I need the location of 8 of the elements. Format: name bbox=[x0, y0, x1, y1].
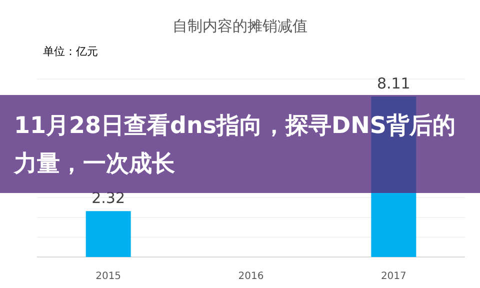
data-label: 2.32 bbox=[92, 189, 126, 208]
x-tick-label: 2016 bbox=[238, 271, 264, 282]
chart-title: 自制内容的摊销减值 bbox=[172, 17, 308, 35]
annotation: 11月28日查看dns指向，探寻DNS背后的力量，一次成长 bbox=[14, 113, 456, 177]
text: 单位：亿元 bbox=[43, 45, 98, 58]
x-tick-label: 2015 bbox=[96, 271, 122, 282]
data-label: 8.11 bbox=[376, 74, 410, 93]
x-tick-label: 2017 bbox=[380, 271, 406, 282]
